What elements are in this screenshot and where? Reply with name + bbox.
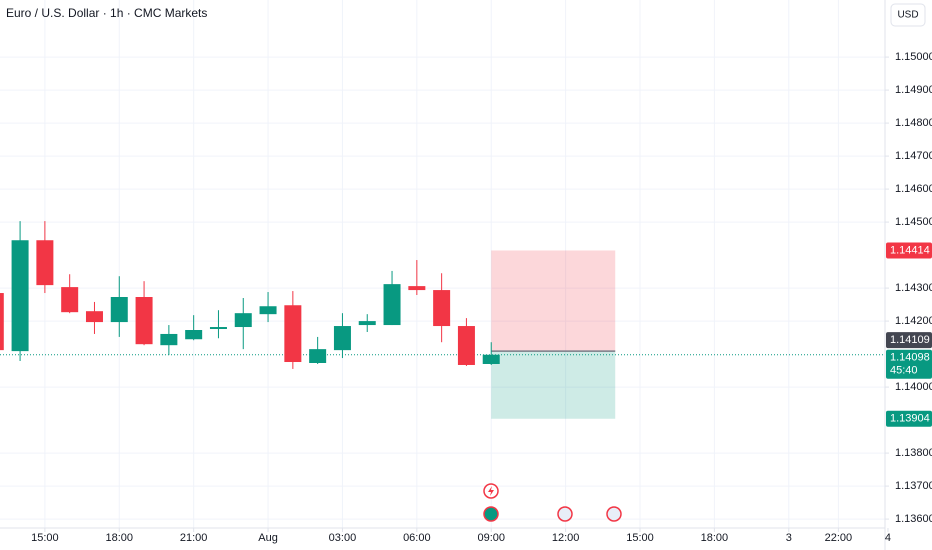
candle-body [85,311,103,323]
candle-body [433,290,451,327]
event-icon[interactable] [483,506,499,522]
y-tick-label: 1.15000 [895,51,932,63]
candle-body [383,284,401,326]
candle-body [234,313,252,328]
currency-button[interactable] [890,3,926,27]
price-label-bg [886,332,932,349]
y-tick-label: 1.14600 [895,183,932,195]
price-label-bg [886,242,932,259]
countdown: 45:40 [890,365,918,377]
currency-label[interactable]: USD [897,10,918,21]
x-tick-label: Aug [258,532,278,544]
candle-body [284,305,302,363]
candle-body [160,333,178,346]
candle-body [309,349,327,363]
price-label-bg [886,349,932,379]
candle-body [11,240,29,352]
candle-body [185,330,203,340]
y-tick-label: 1.13600 [895,513,932,525]
plot [0,221,885,419]
y-tick-label: 1.14000 [895,381,932,393]
x-tick-label: 06:00 [403,532,431,544]
price-label: 1.14109 [890,334,930,346]
x-tick-label: 09:00 [477,532,505,544]
candle-body [358,321,376,326]
price-label: 1.13904 [890,413,930,425]
x-tick-label: 15:00 [31,532,59,544]
target-zone [491,351,616,419]
chart-title: Euro / U.S. Dollar · 1h · CMC Markets [6,6,207,20]
event-icon[interactable] [557,506,573,522]
candle-body [259,306,277,315]
y-tick-label: 1.13700 [895,480,932,492]
stop-zone [491,250,616,352]
candle-body [36,240,54,286]
y-tick-label: 1.14200 [895,315,932,327]
event-icons [483,483,622,522]
candle-body [110,297,128,323]
event-icon[interactable] [606,506,622,522]
y-tick-label: 1.14500 [895,216,932,228]
candle-body [408,286,426,291]
candle-body [61,287,79,313]
price-label: 1.14414 [890,244,930,256]
candle-body [135,297,153,345]
x-tick-label: 15:00 [626,532,654,544]
y-tick-label: 1.14800 [895,117,932,129]
candle-body [482,354,500,364]
x-tick-label: 12:00 [552,532,580,544]
candle-body [0,293,4,351]
candle-body [209,327,227,330]
event-icon-glyph [488,486,494,496]
y-tick-label: 1.14900 [895,84,932,96]
y-tick-label: 1.13800 [895,447,932,459]
x-tick-label: 18:00 [106,532,134,544]
x-tick-label: 22:00 [825,532,853,544]
x-tick-label: 03:00 [329,532,357,544]
candle-body [333,326,351,351]
y-tick-label: 1.14700 [895,150,932,162]
x-tick-label: 3 [786,532,792,544]
x-tick-label: 21:00 [180,532,208,544]
candle-body [457,326,475,365]
x-tick-label: 4 [885,532,891,544]
x-tick-label: 18:00 [701,532,729,544]
price-label: 1.14098 [890,352,930,364]
axis: 1.15000 1.14900 1.14800 1.14700 1.14600 1.145… [31,51,932,544]
y-tick-label: 1.14300 [895,282,932,294]
price-label-bg [886,410,932,427]
